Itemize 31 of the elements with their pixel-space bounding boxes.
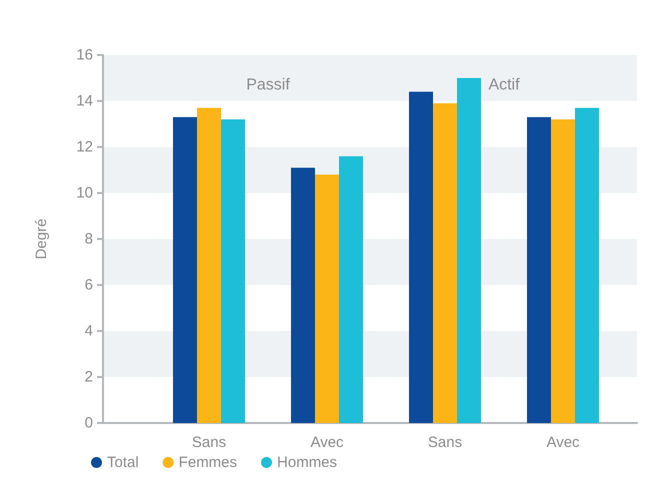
y-tick-label: 4 [84,322,93,340]
y-tick-label: 10 [76,184,93,202]
bar [197,108,221,423]
legend-label: Femmes [178,454,238,471]
annotation: Actif [488,76,520,94]
y-tick-label: 12 [76,138,93,156]
bar [339,156,363,423]
bar [457,78,481,423]
bar [173,117,197,423]
x-tick-label: Avec [546,434,580,451]
y-tick-label: 0 [84,414,93,432]
bar [433,103,457,423]
y-tick-label: 2 [84,368,93,386]
annotation: Passif [246,76,290,94]
bar [575,108,599,423]
legend-label: Hommes [277,454,338,471]
y-tick-label: 6 [84,276,93,294]
x-tick-label: Sans [192,434,226,451]
bar [551,119,575,423]
x-tick-label: Avec [310,434,344,451]
bar [527,117,551,423]
bar [221,119,245,423]
y-tick-label: 8 [84,230,93,248]
bar [409,92,433,423]
bar [315,174,339,423]
y-axis-title: Degré [33,218,50,260]
bar [291,168,315,423]
x-tick-label: Sans [428,434,462,451]
y-tick-label: 16 [76,46,93,64]
y-tick-label: 14 [76,92,93,110]
legend-label: Total [107,454,139,471]
